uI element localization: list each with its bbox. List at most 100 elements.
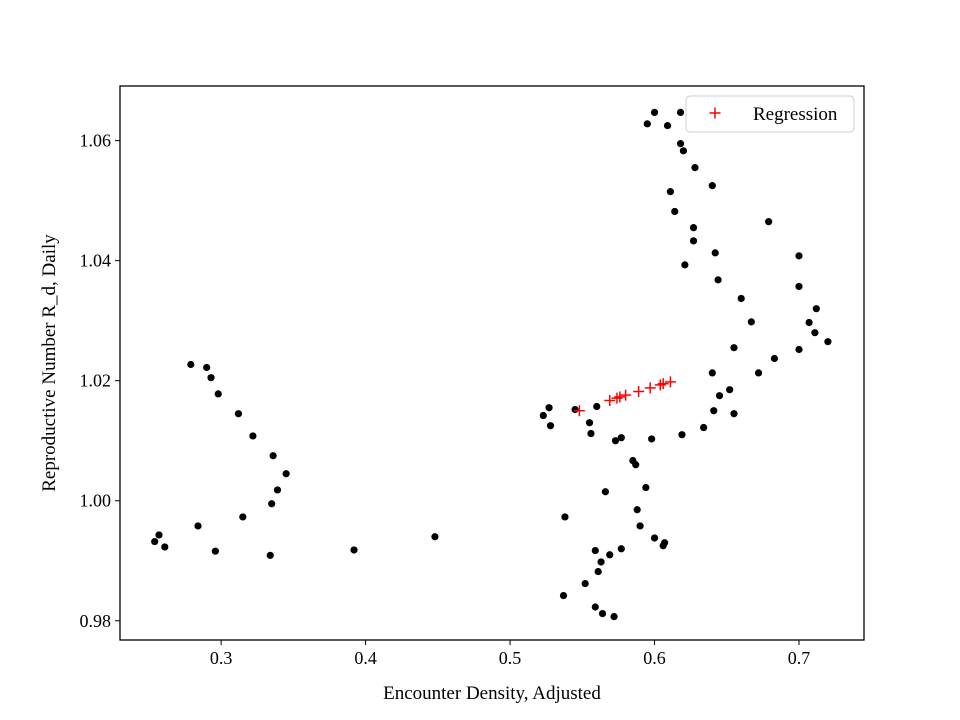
data-point bbox=[591, 546, 599, 555]
data-point bbox=[601, 488, 610, 496]
data-point bbox=[268, 500, 276, 508]
data-point bbox=[598, 609, 607, 618]
y-axis: 0.98 1.00 1.02 1.04 1.06 bbox=[80, 131, 120, 631]
regression-point bbox=[633, 386, 645, 398]
data-point bbox=[643, 120, 651, 128]
data-point bbox=[211, 547, 219, 555]
data-point bbox=[194, 522, 202, 530]
data-point bbox=[714, 276, 722, 284]
data-point bbox=[151, 537, 159, 546]
regression-point bbox=[604, 395, 616, 407]
data-point bbox=[636, 522, 644, 530]
data-point bbox=[593, 402, 601, 411]
data-point bbox=[273, 486, 282, 494]
data-marks bbox=[151, 108, 832, 621]
data-point bbox=[203, 363, 211, 372]
regression-point bbox=[644, 382, 656, 394]
data-point bbox=[689, 224, 698, 232]
data-point bbox=[617, 434, 625, 442]
data-point bbox=[648, 435, 656, 443]
legend-plus-marker bbox=[709, 107, 721, 119]
data-point bbox=[161, 543, 169, 551]
data-point bbox=[546, 422, 555, 430]
data-point bbox=[642, 483, 650, 492]
y-tick-label: 1.04 bbox=[80, 251, 112, 271]
data-point bbox=[155, 531, 163, 539]
data-point bbox=[681, 261, 689, 269]
data-point bbox=[611, 437, 620, 445]
data-point bbox=[666, 188, 675, 196]
legend: Regression bbox=[685, 95, 855, 133]
x-tick-label: 0.4 bbox=[354, 648, 377, 668]
data-point bbox=[708, 369, 716, 377]
axes-frame bbox=[119, 85, 865, 641]
regression-point bbox=[664, 376, 676, 388]
data-point bbox=[539, 411, 547, 420]
data-point bbox=[632, 461, 640, 469]
x-tick-label: 0.3 bbox=[210, 648, 233, 668]
data-point bbox=[269, 452, 277, 460]
data-point bbox=[249, 432, 257, 440]
x-tick-label: 0.6 bbox=[643, 648, 666, 668]
data-point bbox=[545, 404, 553, 412]
legend-regression-label: Regression bbox=[753, 104, 838, 125]
data-point bbox=[594, 567, 602, 576]
regression-point bbox=[657, 378, 669, 390]
data-point bbox=[591, 603, 599, 611]
data-point bbox=[671, 207, 679, 216]
data-point bbox=[812, 305, 820, 313]
data-point bbox=[711, 249, 719, 257]
data-point bbox=[561, 513, 569, 521]
x-axis-label: Encounter Density, Adjusted bbox=[383, 683, 601, 704]
x-axis: 0.3 0.4 0.5 0.6 0.7 bbox=[210, 640, 810, 668]
data-point bbox=[737, 294, 745, 303]
regression-point bbox=[614, 391, 626, 403]
x-tick-label: 0.7 bbox=[788, 648, 811, 668]
data-point bbox=[708, 182, 716, 190]
y-tick-label: 1.00 bbox=[80, 491, 112, 511]
data-point bbox=[350, 546, 358, 554]
data-point bbox=[559, 591, 568, 600]
data-point bbox=[676, 140, 685, 148]
data-point bbox=[633, 506, 641, 514]
data-point bbox=[585, 419, 594, 427]
data-point bbox=[650, 108, 659, 117]
data-point bbox=[187, 360, 195, 369]
data-point bbox=[679, 147, 688, 155]
data-point bbox=[571, 405, 579, 414]
data-point bbox=[754, 369, 763, 377]
data-point bbox=[795, 252, 803, 260]
data-point bbox=[610, 612, 618, 621]
y-tick-label: 1.06 bbox=[80, 131, 112, 151]
plot-area bbox=[119, 85, 865, 641]
regression-point bbox=[573, 405, 585, 417]
data-point bbox=[207, 374, 215, 382]
data-point bbox=[676, 108, 685, 117]
data-point bbox=[747, 318, 755, 326]
data-point bbox=[617, 545, 625, 553]
data-point bbox=[691, 164, 699, 172]
data-point bbox=[726, 386, 734, 394]
data-point bbox=[795, 345, 803, 354]
y-tick-label: 0.98 bbox=[80, 611, 112, 631]
data-point bbox=[805, 318, 813, 327]
data-point bbox=[239, 513, 247, 521]
data-point bbox=[581, 579, 589, 588]
regression-point bbox=[611, 392, 623, 404]
data-point bbox=[661, 539, 669, 547]
data-point bbox=[214, 390, 222, 398]
y-tick-label: 1.02 bbox=[80, 371, 112, 391]
data-point bbox=[663, 122, 672, 130]
legend-box bbox=[685, 95, 855, 133]
data-point bbox=[824, 338, 832, 346]
data-point bbox=[770, 354, 779, 363]
data-point bbox=[431, 533, 439, 541]
data-point bbox=[730, 344, 738, 352]
y-axis-label: Reproductive Number R_d, Daily bbox=[39, 234, 60, 492]
data-point bbox=[715, 392, 724, 400]
legend-regression-marker bbox=[709, 107, 721, 119]
data-point bbox=[650, 534, 659, 542]
regression-point bbox=[620, 389, 632, 401]
regression-point bbox=[654, 379, 666, 391]
